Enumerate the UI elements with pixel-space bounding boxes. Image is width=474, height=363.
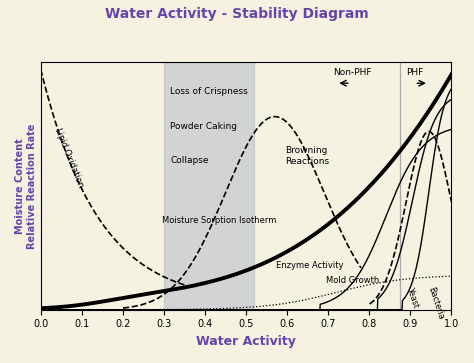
Y-axis label: Moisture Content
Relative Reaction Rate: Moisture Content Relative Reaction Rate xyxy=(15,123,36,249)
Text: Non-PHF: Non-PHF xyxy=(334,68,372,77)
X-axis label: Water Activity: Water Activity xyxy=(196,335,296,348)
Text: Loss of Crispness: Loss of Crispness xyxy=(170,87,248,96)
Text: PHF: PHF xyxy=(407,68,424,77)
Text: Yeast: Yeast xyxy=(405,286,420,309)
Text: Browning
Reactions: Browning Reactions xyxy=(285,146,329,166)
Text: Powder Caking: Powder Caking xyxy=(170,122,237,131)
Text: Water Activity - Stability Diagram: Water Activity - Stability Diagram xyxy=(105,7,369,21)
Text: Moisture Sorption Isotherm: Moisture Sorption Isotherm xyxy=(162,216,276,225)
Text: Lipid Oxidation: Lipid Oxidation xyxy=(54,127,85,189)
Text: Collapse: Collapse xyxy=(170,156,209,165)
Text: Mold Growth: Mold Growth xyxy=(326,276,379,285)
Text: Enzyme Activity: Enzyme Activity xyxy=(276,261,343,270)
Bar xyxy=(164,62,254,310)
Text: Bacteria: Bacteria xyxy=(427,286,446,321)
